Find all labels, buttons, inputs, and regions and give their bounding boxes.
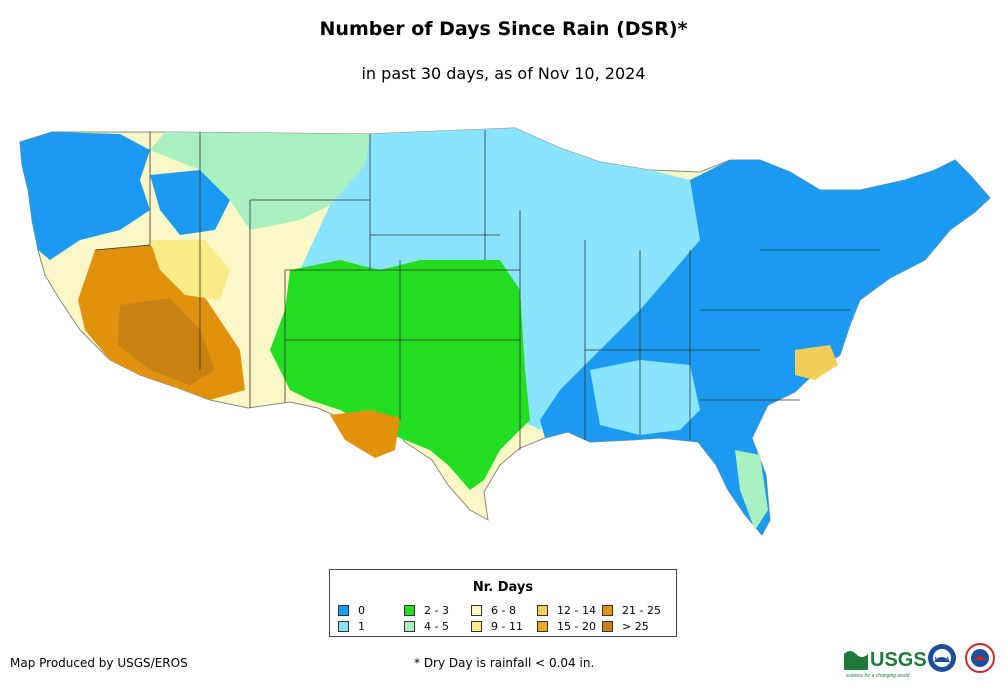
zone-west-texas: [330, 410, 400, 458]
legend-swatch-3: [404, 621, 415, 632]
legend-label-3: 4 - 5: [424, 620, 449, 633]
zone-east: [540, 160, 990, 535]
zone-florida-green: [735, 450, 768, 530]
legend-item-3: 4 - 5: [404, 620, 449, 633]
dry-day-note: * Dry Day is rainfall < 0.04 in.: [414, 656, 595, 670]
legend-label-5: 9 - 11: [491, 620, 523, 633]
legend-swatch-5: [471, 621, 482, 632]
legend-swatch-7: [537, 621, 548, 632]
zone-nevada-yellow: [150, 240, 230, 300]
state-borders: [94, 130, 880, 450]
legend-label-6: 12 - 14: [557, 604, 596, 617]
usgs-logo: USGS science for a changing world: [844, 649, 927, 679]
usgs-tagline: science for a changing world: [846, 673, 910, 679]
zone-southeast-lightblue: [590, 360, 700, 435]
legend-swatch-6: [537, 605, 548, 616]
dsr-map: [19, 127, 991, 536]
legend-item-2: 2 - 3: [404, 604, 449, 617]
legend-label-1: 1: [358, 620, 365, 633]
legend-label-4: 6 - 8: [491, 604, 516, 617]
legend-title: Nr. Days: [472, 580, 534, 595]
map-subtitle: in past 30 days, as of Nov 10, 2024: [361, 64, 646, 83]
zone-carolina-dry: [795, 345, 838, 380]
legend-swatch-4: [471, 605, 482, 616]
legend-label-8: 21 - 25: [622, 604, 661, 617]
legend-item-0: 0: [338, 604, 365, 617]
zone-pacific-nw: [20, 132, 150, 260]
legend-swatch-0: [338, 605, 349, 616]
legend: Nr. Days 0 1 2 - 3 4 - 5 6 - 8 9 - 11 12…: [329, 569, 677, 637]
legend-item-7: 15 - 20: [537, 620, 596, 633]
zone-northern-plains: [150, 132, 370, 230]
legend-swatch-1: [338, 621, 349, 632]
legend-swatch-8: [602, 605, 613, 616]
zone-idaho-blue: [150, 170, 230, 235]
zone-southwest-darkest: [118, 298, 215, 385]
usgs-wordmark: USGS: [870, 649, 927, 671]
legend-swatch-9: [602, 621, 613, 632]
legend-item-9: > 25: [602, 620, 649, 633]
legend-item-4: 6 - 8: [471, 604, 516, 617]
legend-label-7: 15 - 20: [557, 620, 596, 633]
map-title: Number of Days Since Rain (DSR)*: [319, 18, 688, 40]
legend-swatch-2: [404, 605, 415, 616]
nws-logo: [965, 643, 995, 673]
legend-item-5: 9 - 11: [471, 620, 523, 633]
agency-logos: USGS science for a changing world NOAA: [844, 643, 995, 679]
noaa-wordmark: NOAA: [935, 657, 950, 663]
credit-text: Map Produced by USGS/EROS: [10, 656, 188, 670]
legend-item-6: 12 - 14: [537, 604, 596, 617]
zone-central-band: [300, 128, 700, 430]
legend-label-2: 2 - 3: [424, 604, 449, 617]
legend-label-0: 0: [358, 604, 365, 617]
legend-label-9: > 25: [622, 620, 649, 633]
noaa-logo: NOAA: [928, 644, 956, 672]
legend-item-1: 1: [338, 620, 365, 633]
legend-item-8: 21 - 25: [602, 604, 661, 617]
